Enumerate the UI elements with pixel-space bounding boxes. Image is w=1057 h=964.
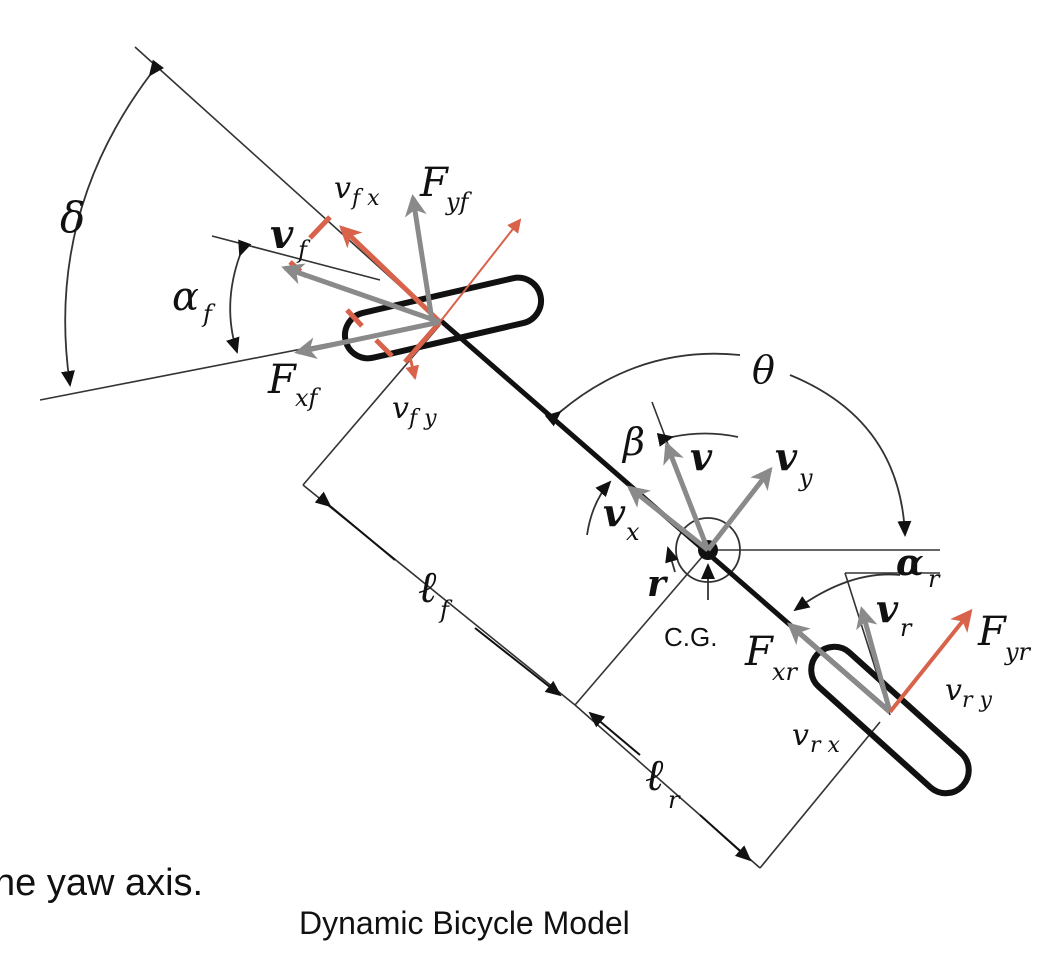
rear-wheel bbox=[808, 643, 972, 797]
label-v-r-sub: r bbox=[900, 614, 913, 642]
label-v-x-sub: x bbox=[626, 518, 640, 546]
label-F-yr-sub: yr bbox=[1004, 638, 1032, 666]
label-F-xr-sub: xr bbox=[772, 658, 799, 686]
label-alpha-f-sub: f bbox=[201, 300, 216, 328]
label-v: v bbox=[690, 434, 713, 479]
label-v-x: v bbox=[603, 490, 626, 535]
diagram-labels: δ α f v f v f x F yf F xf v f y θ β v v … bbox=[60, 160, 1032, 814]
label-theta: θ bbox=[752, 348, 775, 392]
label-alpha-r-sub: r bbox=[928, 565, 941, 593]
label-v-y: v bbox=[775, 434, 798, 479]
label-r: r bbox=[647, 563, 669, 605]
label-v-fx-sub: f x bbox=[350, 186, 380, 211]
label-delta: δ bbox=[60, 193, 85, 242]
label-F-yf-sub: yf bbox=[445, 188, 473, 216]
label-cg: C.G. bbox=[664, 622, 717, 652]
dimension-lr bbox=[588, 711, 752, 862]
label-F-yr: F bbox=[977, 609, 1007, 655]
slide-text-fragment: he yaw axis. bbox=[0, 862, 204, 904]
label-l-f: ℓ bbox=[418, 562, 437, 613]
label-F-xf-sub: xf bbox=[295, 384, 322, 412]
label-alpha-r: α bbox=[896, 542, 924, 584]
label-l-f-sub: f bbox=[438, 596, 453, 624]
label-v-f-sub: f bbox=[296, 236, 311, 264]
diagram-caption: Dynamic Bicycle Model bbox=[299, 905, 630, 941]
angle-arcs bbox=[61, 59, 912, 612]
label-v-fy: v bbox=[392, 391, 409, 426]
label-v-f: v bbox=[270, 211, 294, 258]
cg-vectors bbox=[626, 441, 773, 552]
label-v-r: v bbox=[876, 586, 899, 631]
label-v-fy-sub: f y bbox=[407, 406, 437, 431]
label-v-ry: v bbox=[945, 673, 962, 708]
label-F-yf: F bbox=[419, 160, 449, 206]
front-vectors bbox=[281, 194, 441, 360]
label-beta: β bbox=[621, 420, 645, 464]
label-v-ry-sub: r y bbox=[962, 688, 993, 713]
label-alpha-f: α bbox=[172, 274, 199, 320]
label-l-r-sub: r bbox=[668, 786, 681, 814]
label-F-xf: F bbox=[267, 357, 297, 403]
label-v-rx: v bbox=[792, 718, 809, 753]
label-v-fx: v bbox=[334, 171, 351, 206]
label-v-y-sub: y bbox=[798, 464, 813, 492]
label-l-r: ℓ bbox=[645, 750, 664, 801]
label-v-rx-sub: r x bbox=[810, 733, 841, 758]
front-velocity-components bbox=[288, 215, 522, 380]
label-F-xr: F bbox=[744, 629, 774, 675]
dimension-lf bbox=[314, 491, 562, 697]
rear-vectors bbox=[786, 606, 973, 714]
